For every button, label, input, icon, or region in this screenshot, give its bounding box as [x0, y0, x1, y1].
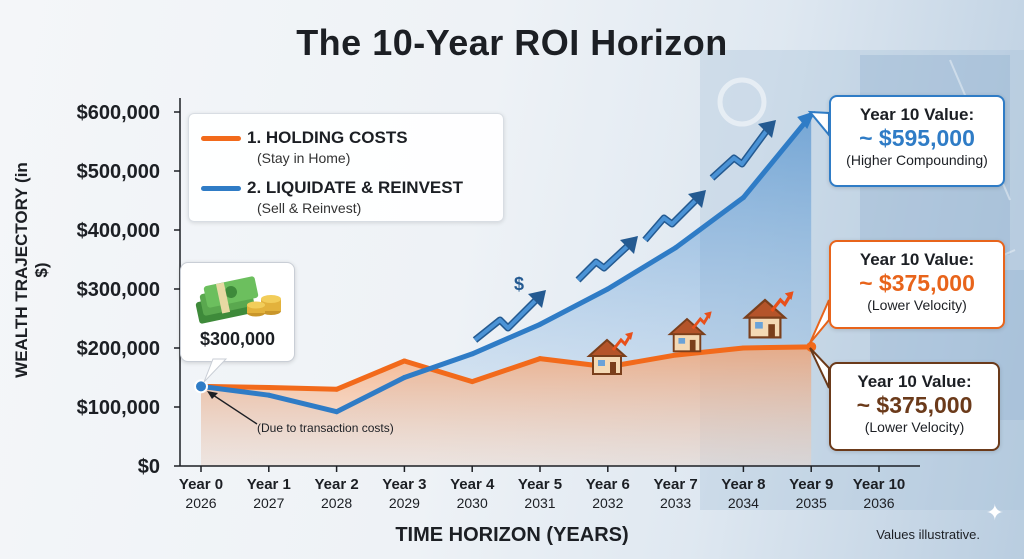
data-point-holding-costs [740, 345, 746, 351]
data-point-holding-costs [334, 386, 340, 392]
legend-label: 2. LIQUIDATE & REINVEST [247, 178, 463, 197]
y-tick-label: $600,000 [77, 102, 160, 124]
growth-arrowhead-icon [528, 290, 546, 308]
x-tick-label: Year 0 [179, 476, 223, 493]
x-tick-label: Year 10 [853, 476, 906, 493]
data-point-holding-costs [401, 358, 407, 364]
growth-arrowhead-icon [620, 236, 638, 254]
data-point-liquidate-reinvest [673, 245, 679, 251]
chart-legend: 1. HOLDING COSTS (Stay in Home) 2. LIQUI… [188, 113, 504, 222]
footnote: Values illustrative. [876, 527, 980, 542]
x-tick-sublabel: 2031 [524, 495, 555, 511]
year10-callout-holding: Year 10 Value: ~ $375,000 (Lower Velocit… [829, 240, 1005, 329]
x-tick-label: Year 3 [382, 476, 426, 493]
data-point-liquidate-reinvest [469, 351, 475, 357]
legend-sublabel: (Sell & Reinvest) [257, 200, 362, 216]
house-icon [742, 291, 794, 339]
series-line-holding-costs [198, 344, 814, 392]
start-point-marker [194, 379, 208, 394]
callout-title: Year 10 Value: [859, 105, 975, 124]
cash-stack-icon [195, 276, 281, 324]
x-tick-label: Year 8 [721, 476, 765, 493]
data-point-holding-costs [266, 385, 272, 391]
data-point-liquidate-reinvest [537, 321, 543, 327]
year10-callout-reinvest: Year 10 Value: ~ $595,000 (Higher Compou… [829, 95, 1005, 187]
x-tick-label: Year 7 [653, 476, 697, 493]
x-tick-sublabel: 2034 [728, 495, 759, 511]
x-tick-sublabel: 2027 [253, 495, 284, 511]
legend-swatch-orange [201, 136, 241, 141]
start-value-label: $300,000 [199, 329, 276, 349]
x-tick-label: Year 9 [789, 476, 833, 493]
x-tick-label: Year 2 [314, 476, 358, 493]
data-point-liquidate-reinvest [334, 409, 340, 415]
y-tick-label: $200,000 [77, 338, 160, 360]
x-tick-sublabel: 2035 [796, 495, 827, 511]
data-point-liquidate-reinvest [740, 195, 746, 201]
area-holding-costs [201, 346, 812, 466]
house-icon [667, 311, 712, 353]
legend-swatch-blue [201, 186, 241, 191]
y-tick-label: $100,000 [77, 397, 160, 419]
transaction-cost-note: (Due to transaction costs) [257, 421, 394, 435]
x-tick-label: Year 6 [586, 476, 630, 493]
legend-label: 1. HOLDING COSTS [247, 128, 408, 147]
series-line-liquidate-reinvest [198, 112, 814, 415]
legend-sublabel: (Stay in Home) [257, 150, 351, 166]
x-tick-label: Year 1 [247, 476, 291, 493]
data-point-liquidate-reinvest [266, 392, 272, 398]
data-point-liquidate-reinvest [401, 375, 407, 380]
data-point-holding-costs [469, 379, 475, 385]
end-point-holding-costs [806, 341, 817, 352]
callout-value: ~ $375,000 [859, 270, 975, 296]
year10-callout-holding-alt: Year 10 Value: ~ $375,000 (Lower Velocit… [829, 362, 1000, 451]
x-tick-label: Year 4 [450, 476, 495, 493]
y-tick-label: $300,000 [77, 279, 160, 301]
y-tick-label: $400,000 [77, 220, 160, 242]
callout-value: ~ $375,000 [856, 392, 973, 418]
y-tick-label: $0 [138, 456, 160, 478]
house-icon [586, 332, 633, 375]
growth-arrow-highlight [643, 194, 702, 242]
sparkle-icon: ✦ [985, 500, 1004, 525]
callout-title: Year 10 Value: [859, 250, 975, 269]
callout-title: Year 10 Value: [857, 372, 972, 391]
growth-arrow-highlight [473, 294, 542, 342]
callout-note: (Lower Velocity) [864, 419, 965, 435]
x-tick-sublabel: 2028 [321, 495, 352, 511]
x-axis-label: TIME HORIZON (YEARS) [395, 524, 629, 546]
growth-arrow-highlight [710, 124, 772, 180]
callout-value: ~ $595,000 [859, 125, 975, 151]
growth-arrowhead-icon [758, 120, 776, 138]
x-tick-label: Year 5 [518, 476, 562, 493]
start-value-callout: $300,000 [180, 262, 295, 362]
callout-note: (Lower Velocity) [867, 297, 967, 313]
data-point-holding-costs [673, 352, 679, 358]
x-tick-sublabel: 2032 [592, 495, 623, 511]
dollar-sign-icon: $ [514, 274, 524, 294]
x-tick-sublabel: 2029 [389, 495, 420, 511]
data-point-holding-costs [537, 356, 543, 362]
growth-arrowhead-icon [688, 190, 706, 208]
callout-note: (Higher Compounding) [846, 152, 988, 168]
data-point-liquidate-reinvest [808, 112, 814, 118]
data-point-liquidate-reinvest [605, 286, 611, 292]
x-tick-sublabel: 2033 [660, 495, 691, 511]
growth-arrow-highlight [576, 240, 634, 282]
x-tick-sublabel: 2036 [863, 495, 894, 511]
y-tick-label: $500,000 [77, 161, 160, 183]
x-tick-sublabel: 2026 [185, 495, 216, 511]
chart-title: The 10-Year ROI Horizon [296, 22, 728, 63]
x-tick-sublabel: 2030 [457, 495, 488, 511]
